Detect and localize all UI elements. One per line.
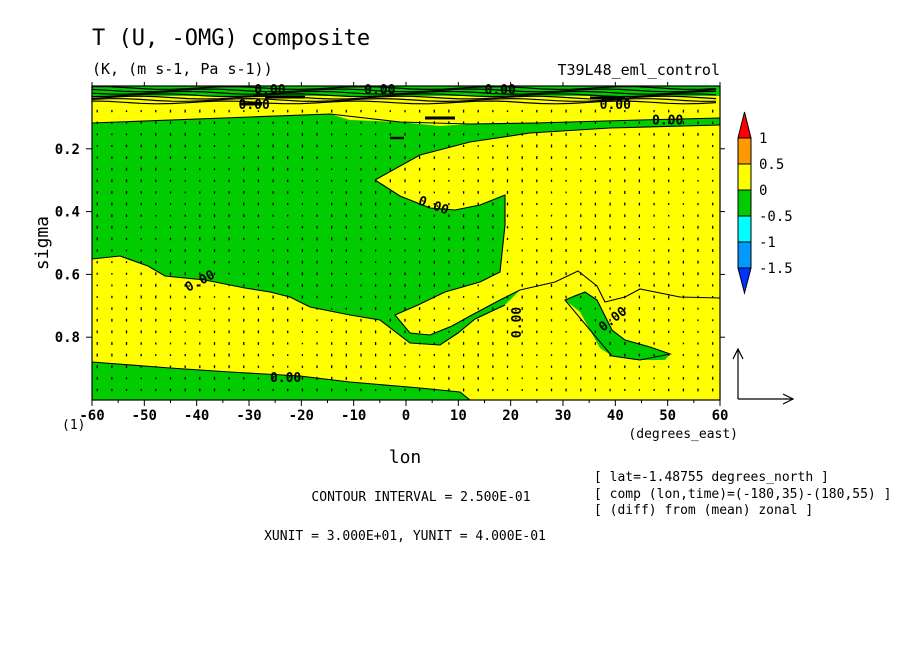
top-contour-line — [91, 100, 717, 105]
zero-contour-3 — [91, 255, 506, 346]
top-contour-line — [91, 90, 717, 95]
corner-label: (1) — [62, 418, 85, 433]
colorbar-segment — [737, 241, 752, 269]
x-tick-label: 10 — [450, 408, 467, 424]
negative-region-east — [565, 292, 670, 360]
colorbar-top-triangle — [737, 111, 752, 139]
chart-subtitle: (K, (m s-1, Pa s-1)) — [92, 60, 273, 78]
units-text: XUNIT = 3.000E+01, YUNIT = 4.000E-01 — [264, 529, 546, 544]
x-tick-label: 0 — [402, 408, 410, 424]
colorbar-bottom-triangle — [737, 267, 752, 295]
colorbar-label: -1 — [759, 235, 776, 251]
contour-label: 0.00 — [652, 114, 683, 129]
top-contour-line — [91, 85, 717, 91]
top-contour-line — [91, 97, 716, 103]
top-contour-line — [91, 93, 717, 98]
zero-contours — [91, 113, 721, 401]
colorbar-label: -0.5 — [759, 209, 793, 225]
contour-label: 0.00 — [239, 98, 270, 113]
contour-label: 0.00 — [510, 307, 525, 338]
y-tick-label: 0.4 — [55, 205, 80, 221]
y-axis-label: sigma — [32, 216, 53, 270]
x-tick-label: 40 — [607, 408, 624, 424]
y-axis: 0.2 0.4 0.6 0.8 — [55, 142, 725, 346]
top-band-fill — [92, 86, 720, 96]
x-tick-label: 50 — [659, 408, 676, 424]
top-contour-band — [91, 85, 720, 140]
x-tick-label: 20 — [502, 408, 519, 424]
chart-title: T (U, -OMG) composite — [92, 26, 370, 51]
colorbar-label: 0.5 — [759, 157, 784, 173]
x-tick-label: -30 — [236, 408, 261, 424]
zero-contour-0 — [91, 113, 721, 125]
colorbar-segment — [737, 189, 752, 217]
contour-label: 0.00 — [600, 98, 631, 113]
contour-interval-text: CONTOUR INTERVAL = 2.500E-01 — [311, 490, 530, 505]
x-tick-label: 30 — [555, 408, 572, 424]
x-axis: -60 -50 -40 -30 -20 -10 0 10 20 30 40 50 60 — [79, 82, 728, 424]
vector-field — [96, 109, 714, 392]
colorbar-segment — [737, 215, 752, 243]
colorbar-label: 1 — [759, 131, 767, 147]
colorbar-segment — [737, 163, 752, 191]
contour-label: 0.00 — [485, 83, 516, 98]
zero-contour-4 — [91, 361, 471, 401]
info-line-1: [ lat=-1.48755 degrees_north ] — [594, 470, 829, 485]
experiment-label: T39L48_eml_control — [557, 61, 720, 79]
colorbar-label: 0 — [759, 183, 767, 199]
plot-area: 0.00 0.00 0.000.00 0.000.000.000.000.00 0.00… — [91, 83, 721, 401]
x-axis-unit: (degrees_east) — [628, 427, 738, 442]
colorbar-segment — [737, 137, 752, 165]
x-tick-label: -10 — [341, 408, 366, 424]
x-tick-label: -50 — [132, 408, 157, 424]
x-axis-label: lon — [389, 447, 422, 468]
contour-label: 0.00 — [364, 83, 395, 98]
y-tick-label: 0.8 — [55, 330, 80, 346]
colorbar: 1 0.5 0 -0.5 -1 -1.5 — [737, 111, 793, 295]
zero-contour-2 — [374, 179, 721, 336]
info-line-3: [ (diff) from (mean) zonal ] — [594, 503, 813, 518]
x-tick-label: 60 — [712, 408, 729, 424]
positive-tongue — [375, 125, 720, 335]
x-tick-label: -20 — [289, 408, 314, 424]
top-contour-line — [91, 88, 717, 93]
x-tick-label: -40 — [184, 408, 209, 424]
y-tick-label: 0.2 — [55, 142, 80, 158]
y-tick-label: 0.6 — [55, 267, 80, 283]
info-line-2: [ comp (lon,time)=(-180,35)-(180,55) ] — [594, 487, 891, 502]
x-tick-label: -60 — [79, 408, 104, 424]
zero-contour-5 — [564, 291, 673, 361]
reference-vector-icon — [732, 347, 795, 405]
contour-label: 0.00 — [270, 371, 301, 386]
colorbar-label: -1.5 — [759, 261, 793, 277]
zero-contour-1 — [374, 124, 721, 181]
contour-label: 0.00 — [254, 83, 285, 98]
